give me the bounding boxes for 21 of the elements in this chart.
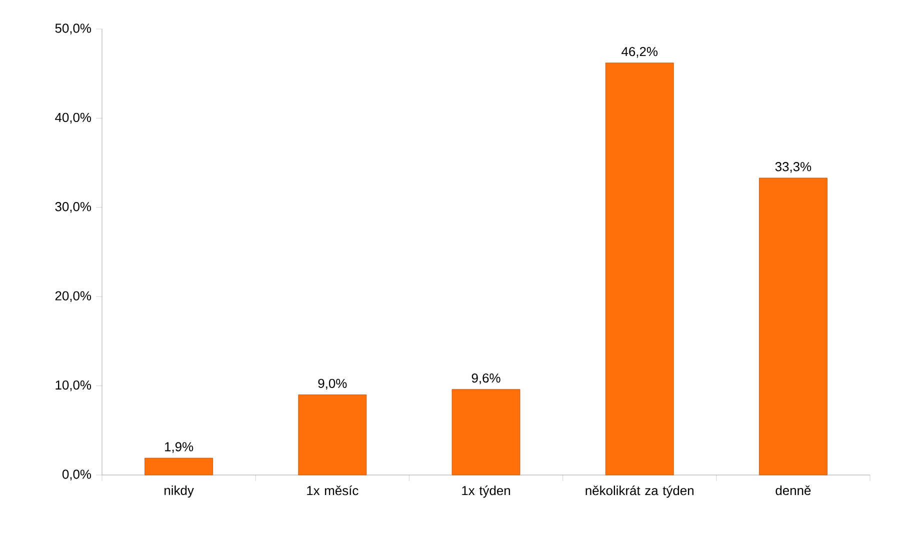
y-tick-label: 10,0% xyxy=(56,380,92,392)
x-tick-label: nikdy xyxy=(164,486,194,498)
y-tick-label: 50,0% xyxy=(55,24,92,34)
data-label: 9,6% xyxy=(472,373,500,384)
y-tick-label: 0,0% xyxy=(62,470,92,480)
data-label: 9,0% xyxy=(318,378,347,390)
bar xyxy=(298,394,367,476)
x-tick-label: 1x týden xyxy=(462,486,510,498)
data-label: 33,3% xyxy=(775,162,812,173)
bar xyxy=(759,178,828,476)
bar xyxy=(605,62,674,476)
x-tick-label: denně xyxy=(776,486,811,496)
y-tick-label: 30,0% xyxy=(55,202,92,213)
data-label: 46,2% xyxy=(622,46,658,58)
bar xyxy=(452,389,520,476)
y-tick-label: 40,0% xyxy=(55,112,92,124)
bar xyxy=(144,458,213,476)
data-label: 1,9% xyxy=(165,442,194,453)
x-tick-label: 1x měsíc xyxy=(307,486,358,496)
y-tick-label: 20,0% xyxy=(55,291,92,302)
x-tick-label: několikrát za týden xyxy=(586,486,694,498)
